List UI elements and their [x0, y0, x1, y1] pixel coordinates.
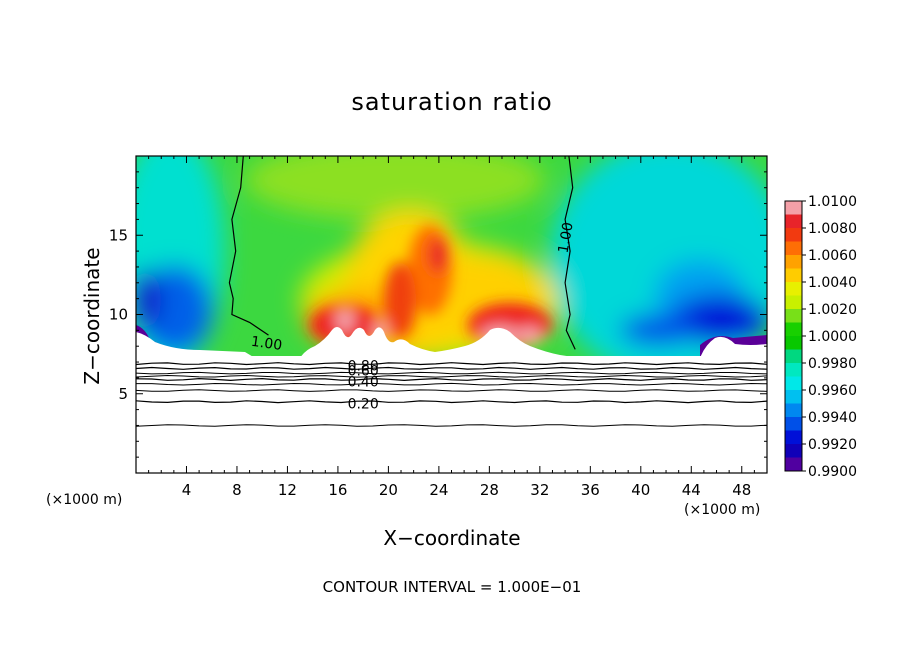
contour-line [136, 374, 767, 378]
contour-line [136, 377, 767, 382]
x-unit-label-left: (×1000 m) [46, 492, 123, 508]
colorbar-label: 1.0100 [808, 194, 857, 210]
colorbar-swatch [785, 255, 802, 269]
colorbar-swatch [785, 322, 802, 337]
colorbar-swatch [785, 241, 802, 256]
x-tick-label: 4 [182, 481, 192, 499]
colorbar-label: 0.9900 [808, 464, 857, 480]
colorbar: 1.0100 1.0080 1.0060 1.0040 1.0020 1.0000 0.99… [784, 194, 857, 480]
y-tick-label: 15 [109, 226, 128, 244]
x-tick-label: 28 [480, 481, 499, 499]
colorbar-label: 1.0080 [808, 221, 857, 237]
chart-title: saturation ratio [351, 88, 553, 116]
y-axis: 5 10 15 [109, 171, 767, 458]
x-tick-label: 12 [278, 481, 297, 499]
contour-line [136, 424, 767, 427]
contour-line [136, 389, 767, 392]
contour-line [136, 371, 767, 375]
contour-line [564, 156, 576, 350]
contour-label: 1.00 [250, 334, 283, 354]
x-tick-label: 36 [581, 481, 600, 499]
x-tick-label: 20 [379, 481, 398, 499]
colorbar-label: 0.9980 [808, 356, 857, 372]
x-tick-label: 16 [328, 481, 347, 499]
contour-label: 0.20 [348, 397, 379, 413]
y-tick-label: 10 [109, 306, 128, 324]
contour-line [136, 382, 767, 386]
contour-lines: 1.00 1.00 0.800.600.40 0.20 [136, 156, 767, 427]
colorbar-swatch [785, 309, 802, 323]
colorbar-label: 1.0000 [808, 329, 857, 345]
contour-line [228, 156, 269, 336]
colorbar-swatch [785, 403, 802, 418]
x-tick-label: 8 [232, 481, 242, 499]
contour-label: 0.80 [348, 359, 379, 375]
contour-line [136, 362, 767, 366]
colorbar-swatch [785, 444, 802, 458]
contour-label: 1.00 [556, 221, 577, 254]
colorbar-swatch [785, 457, 802, 472]
contour-label: 0.40 [348, 374, 379, 390]
x-tick-label: 24 [429, 481, 448, 499]
contour-line [136, 400, 767, 404]
contour-interval-label: CONTOUR INTERVAL = 1.000E−01 [322, 578, 582, 596]
colorbar-swatch [785, 430, 802, 445]
x-tick-label: 48 [732, 481, 751, 499]
x-tick-label: 44 [682, 481, 701, 499]
colorbar-swatch [785, 228, 802, 242]
colorbar-swatch [785, 336, 802, 350]
x-tick-label: 32 [530, 481, 549, 499]
saturation-field [136, 156, 767, 473]
x-axis: 4 8 12 16 20 24 28 32 36 40 44 48 [148, 156, 755, 499]
colorbar-label: 0.9960 [808, 383, 857, 399]
contour-label: 0.60 [348, 363, 379, 379]
y-axis-label: Z−coordinate [80, 247, 104, 385]
colorbar-label: 1.0020 [808, 302, 857, 318]
colorbar-label: 1.0040 [808, 275, 857, 291]
x-axis-label: X−coordinate [383, 526, 521, 550]
colorbar-swatch [785, 417, 802, 431]
colorbar-swatch [785, 201, 802, 215]
colorbar-label: 1.0060 [808, 248, 857, 264]
colorbar-swatch [785, 282, 802, 296]
y-tick-label: 5 [118, 385, 128, 403]
colorbar-swatch [785, 376, 802, 391]
x-tick-label: 40 [631, 481, 650, 499]
contour-line [136, 366, 767, 370]
x-unit-label-right: (×1000 m) [684, 502, 761, 518]
colorbar-swatch [785, 390, 802, 404]
colorbar-label: 0.9940 [808, 410, 857, 426]
colorbar-swatch [785, 295, 802, 310]
colorbar-swatch [785, 349, 802, 364]
colorbar-swatch [785, 363, 802, 377]
colorbar-swatch [785, 214, 802, 229]
colorbar-swatch [785, 268, 802, 283]
colorbar-label: 0.9920 [808, 437, 857, 453]
